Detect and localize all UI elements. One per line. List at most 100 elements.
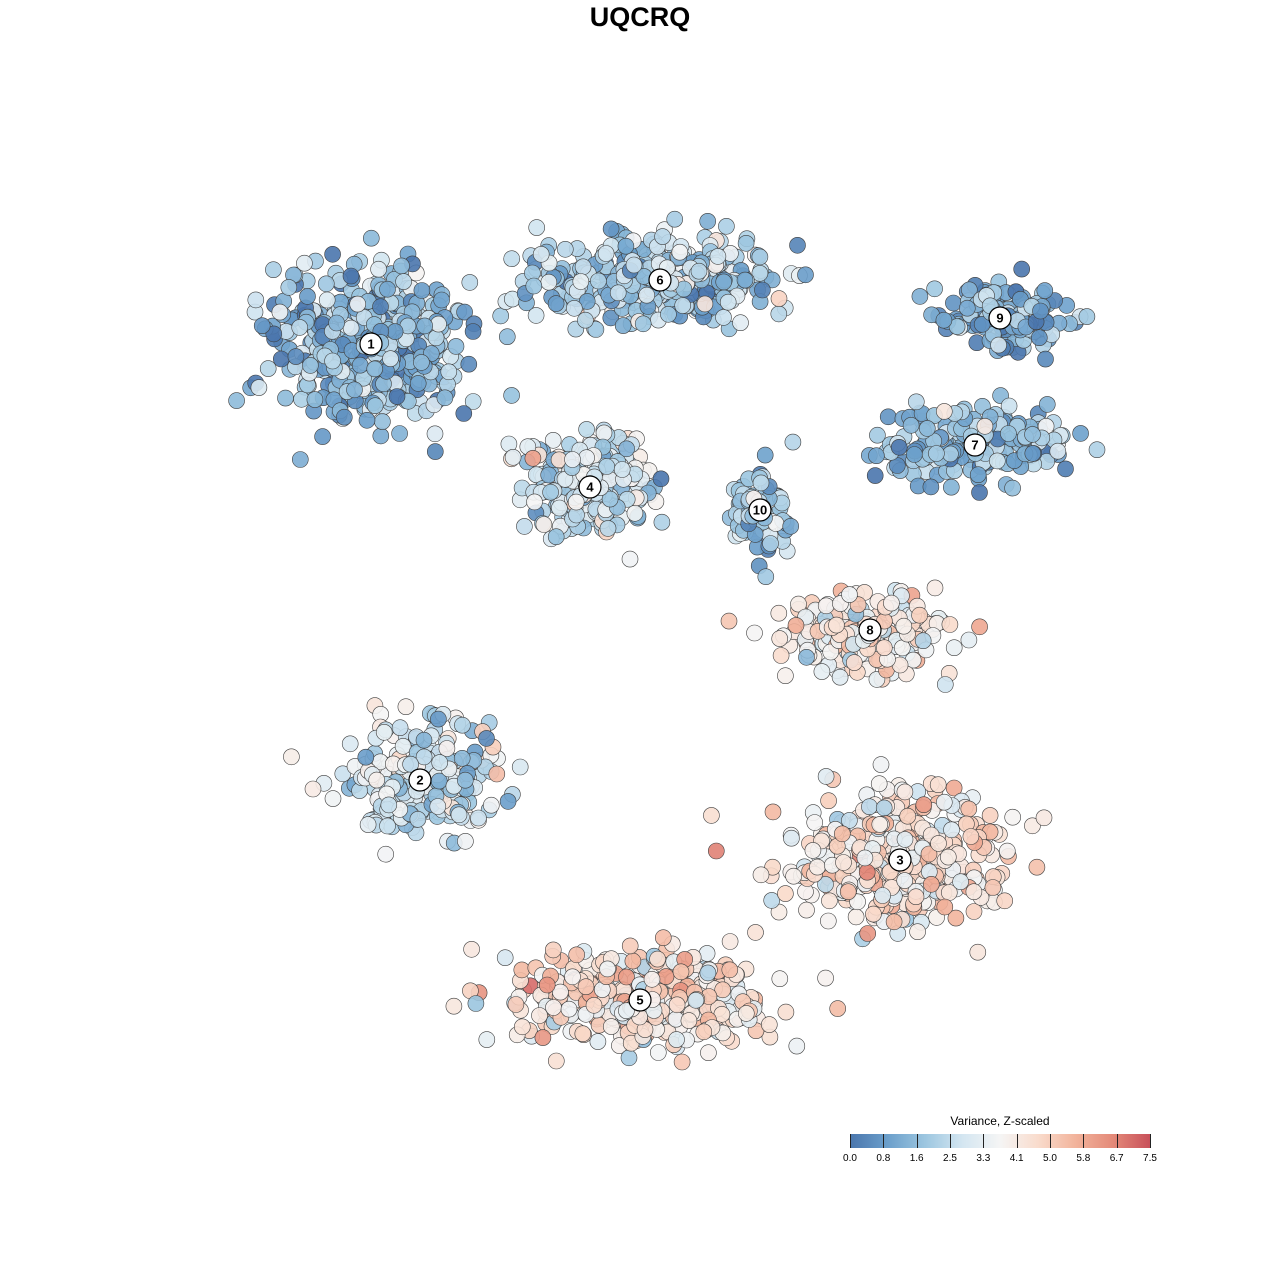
cell-point — [1024, 426, 1041, 443]
cluster-label-circle — [359, 332, 383, 356]
cell-point — [657, 968, 675, 985]
cell-point — [577, 978, 595, 996]
cell-point — [304, 780, 322, 798]
cell-point — [907, 888, 925, 906]
cell-point — [719, 293, 737, 311]
cell-point — [534, 1029, 552, 1046]
legend-tick-label: 4.1 — [1009, 1153, 1024, 1164]
cell-point — [998, 842, 1016, 860]
cell-point — [971, 484, 988, 501]
cell-point — [626, 504, 644, 522]
cluster-label-4: 4 — [578, 475, 602, 499]
cell-point — [499, 793, 517, 810]
cell-point — [379, 817, 396, 835]
cell-point — [609, 284, 627, 302]
cell-point — [578, 449, 595, 467]
cluster-label-9: 9 — [988, 306, 1012, 330]
cell-point — [416, 317, 434, 335]
cell-point — [393, 257, 410, 275]
cell-point — [1072, 425, 1089, 442]
cell-point — [817, 597, 835, 615]
cell-point — [247, 291, 265, 309]
cluster-label-text: 9 — [996, 311, 1003, 326]
cell-point — [429, 798, 447, 815]
cell-point — [372, 298, 389, 316]
cell-point — [737, 235, 755, 252]
cell-point — [386, 323, 404, 340]
cell-point — [349, 295, 367, 313]
cell-point — [926, 579, 944, 597]
cell-point — [720, 612, 738, 630]
cell-point — [845, 654, 863, 671]
cell-point — [654, 929, 672, 947]
cell-point — [342, 319, 360, 337]
cluster-label-text: 10 — [753, 503, 767, 518]
cell-point — [358, 411, 376, 429]
cell-point — [817, 969, 834, 987]
cell-point — [700, 1044, 717, 1061]
cell-point — [577, 311, 594, 329]
cell-point — [382, 350, 399, 368]
cell-point — [896, 831, 914, 848]
cell-point — [1000, 397, 1018, 415]
cell-point — [1028, 858, 1046, 876]
cell-point — [595, 424, 613, 442]
cell-point — [455, 405, 473, 422]
cell-point — [696, 295, 714, 313]
cell-point — [941, 616, 959, 633]
cell-point — [379, 280, 396, 298]
cell-point — [899, 807, 917, 825]
cell-point — [568, 946, 586, 964]
cell-point — [560, 1000, 578, 1018]
cell-point — [777, 1003, 795, 1021]
cell-point — [906, 446, 923, 463]
cell-point — [817, 768, 835, 785]
cell-point — [482, 796, 500, 814]
cell-point — [771, 970, 789, 988]
cell-point — [625, 256, 643, 274]
cluster-label-circle — [408, 768, 432, 792]
legend-tick-mark — [916, 1134, 918, 1148]
cell-point — [847, 908, 865, 926]
cell-point — [457, 832, 474, 850]
cell-point — [306, 391, 324, 408]
cell-point — [868, 447, 885, 465]
cell-point — [467, 995, 485, 1012]
cell-point — [813, 663, 831, 680]
cell-point — [674, 297, 692, 314]
cell-point — [960, 281, 978, 299]
cell-point — [430, 315, 447, 333]
cell-point — [357, 748, 375, 766]
cell-point — [690, 262, 708, 280]
legend-tick-mark — [1050, 1134, 1051, 1148]
legend-tick-mark — [1083, 1134, 1085, 1148]
cell-point — [461, 274, 479, 291]
cell-point — [945, 639, 963, 657]
cell-point — [798, 901, 815, 919]
cell-point — [291, 451, 309, 468]
cell-point — [875, 799, 893, 817]
cell-point — [890, 438, 908, 456]
cell-point — [318, 291, 336, 309]
cell-point — [478, 1031, 496, 1048]
cell-point — [718, 218, 735, 235]
cell-point — [503, 250, 521, 268]
cell-point — [395, 273, 412, 290]
cluster-label-3: 3 — [888, 848, 912, 872]
cell-point — [394, 737, 412, 755]
cluster-label-text: 7 — [971, 438, 978, 453]
cell-point — [433, 291, 450, 309]
legend-tick-label: 5.8 — [1076, 1153, 1091, 1164]
cell-point — [928, 445, 945, 462]
cell-point — [922, 478, 940, 496]
cell-point — [973, 315, 991, 333]
cell-points — [228, 210, 1106, 1071]
cell-point — [777, 885, 794, 902]
cell-point — [936, 898, 954, 916]
cell-point — [430, 710, 447, 728]
cell-point — [436, 389, 454, 407]
cell-point — [643, 970, 661, 988]
cell-point — [456, 303, 473, 321]
cell-point — [427, 329, 445, 347]
cell-point — [527, 307, 545, 324]
